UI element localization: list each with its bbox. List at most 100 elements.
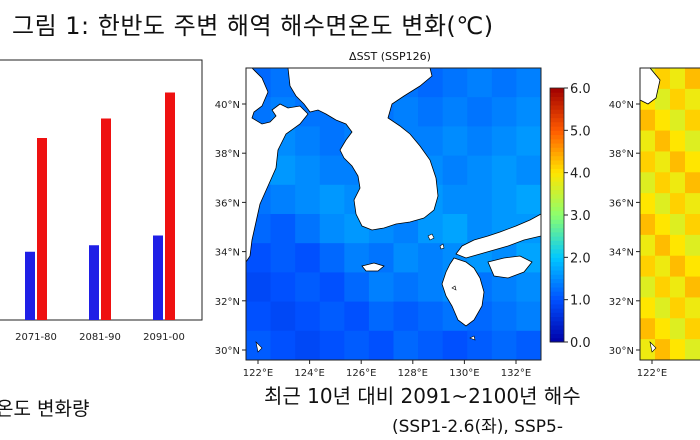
sea-cell-right <box>640 318 656 340</box>
sea-cell-right <box>685 130 700 153</box>
sea-cell-right <box>655 255 671 278</box>
bar-chart-caption: 온도 변화량 <box>0 398 90 420</box>
sea-cell <box>319 272 345 303</box>
colorbar-segment <box>550 134 564 140</box>
colorbar-segment <box>550 231 564 237</box>
sea-cell <box>295 126 321 157</box>
sea-cell-right <box>670 297 686 319</box>
colorbar-segment <box>550 236 564 241</box>
sea-cell-right <box>655 297 671 319</box>
sea-cell-right <box>640 255 656 278</box>
sea-cell <box>516 126 541 157</box>
land-masses <box>246 68 541 353</box>
colorbar-segment <box>550 155 564 161</box>
sea-cell <box>319 184 345 215</box>
colorbar-segment <box>550 278 564 284</box>
sea-cell-right <box>685 276 700 299</box>
sea-cell <box>418 301 444 332</box>
land-masses-right <box>640 68 661 353</box>
colorbar-segment <box>550 295 564 301</box>
sea-cell <box>491 301 518 332</box>
sea-cell <box>491 155 518 186</box>
sea-cell-right <box>670 318 686 340</box>
japan-honshu-landmass <box>455 213 541 259</box>
sea-cell <box>246 272 272 303</box>
colorbar-segment <box>550 274 564 279</box>
colorbar-segment <box>550 117 564 123</box>
sea-cell-right <box>655 276 671 299</box>
sea-cell <box>295 301 321 332</box>
sea-cell <box>270 214 296 244</box>
colorbar-segment <box>550 219 564 224</box>
colorbar-segment <box>550 121 564 127</box>
sea-cell <box>467 68 493 98</box>
colorbar-segment <box>550 88 564 93</box>
map-x-tick-label: 132°E <box>501 368 531 379</box>
colorbar-segment <box>550 244 564 250</box>
sea-cell-right <box>670 68 686 90</box>
sea-cell-right <box>670 339 686 360</box>
colorbar-segment <box>550 159 564 165</box>
colorbar-segment <box>550 320 564 326</box>
sea-cell-right <box>670 88 686 111</box>
colorbar-segment <box>550 261 564 267</box>
bar-2091-00-series2 <box>165 92 175 320</box>
bar-x-tick-label: 2091-00 <box>143 332 185 343</box>
map-y-tick-labels: 30°N 32°N 34°N 36°N 38°N 40°N <box>215 100 246 357</box>
map2-y-tick-label: 38°N <box>609 149 634 160</box>
sea-cell-right <box>685 172 700 194</box>
sea-cell <box>246 301 272 332</box>
sea-cell <box>442 97 468 127</box>
colorbar-segment <box>550 248 564 254</box>
sea-cell <box>467 330 493 360</box>
colorbar-segment <box>550 299 564 305</box>
sea-cell <box>516 155 541 186</box>
sea-cell <box>442 184 468 215</box>
colorbar-tick-label: 1.0 <box>570 294 591 309</box>
colorbar-segment <box>550 333 564 339</box>
colorbar-segment <box>550 113 564 119</box>
map2-y-tick-labels: 30°N 32°N 34°N 36°N 38°N 40°N <box>609 100 640 357</box>
sea-cell <box>319 243 345 273</box>
sea-cell <box>319 301 345 332</box>
sea-cell-right <box>670 172 686 194</box>
colorbar-segment <box>550 227 564 233</box>
bar-2091-00-series1 <box>153 235 163 320</box>
colorbar-segment <box>550 143 564 148</box>
sea-cell-right <box>655 151 671 173</box>
sea-cell <box>418 243 444 273</box>
sea-cell <box>491 330 518 360</box>
sea-cell-right <box>640 193 656 215</box>
colorbar-tick-label: 0.0 <box>570 336 591 351</box>
sea-cell <box>393 243 419 273</box>
sea-cell <box>344 330 370 360</box>
colorbar-segment <box>550 181 564 186</box>
sea-cell <box>368 272 395 303</box>
map-y-tick-label: 38°N <box>215 149 240 160</box>
sea-cell <box>393 97 419 127</box>
sst-map-ssp126: 30°N 32°N 34°N 36°N 38°N 40°N 122°E 124°E 126°E… <box>215 67 591 379</box>
sea-cell-right <box>655 214 671 236</box>
map-y-tick-label: 40°N <box>215 100 240 111</box>
sea-cell <box>491 97 518 127</box>
sea-cell <box>319 330 345 360</box>
sea-cell <box>516 272 541 303</box>
sea-cell <box>295 214 321 244</box>
jeju-island-landmass <box>361 262 385 272</box>
colorbar-segment <box>550 265 564 271</box>
colorbar-segment <box>550 164 564 169</box>
sea-cell-right <box>655 318 671 340</box>
sea-cell <box>344 272 370 303</box>
colorbar-segment <box>550 96 564 102</box>
map-title: ΔSST (SSP126) <box>349 50 431 63</box>
colorbar-segment <box>550 185 564 191</box>
bar-x-tick-labels: 2071-80 2081-90 2091-00 <box>15 332 185 343</box>
colorbar-segment <box>550 109 564 114</box>
sea-cell-right <box>685 109 700 132</box>
map-frame <box>245 67 542 361</box>
colorbar-segment <box>550 126 564 131</box>
colorbar-segment <box>550 189 564 195</box>
sea-cell <box>270 272 296 303</box>
sea-cell-right <box>685 318 700 340</box>
colorbar-segment <box>550 138 564 144</box>
